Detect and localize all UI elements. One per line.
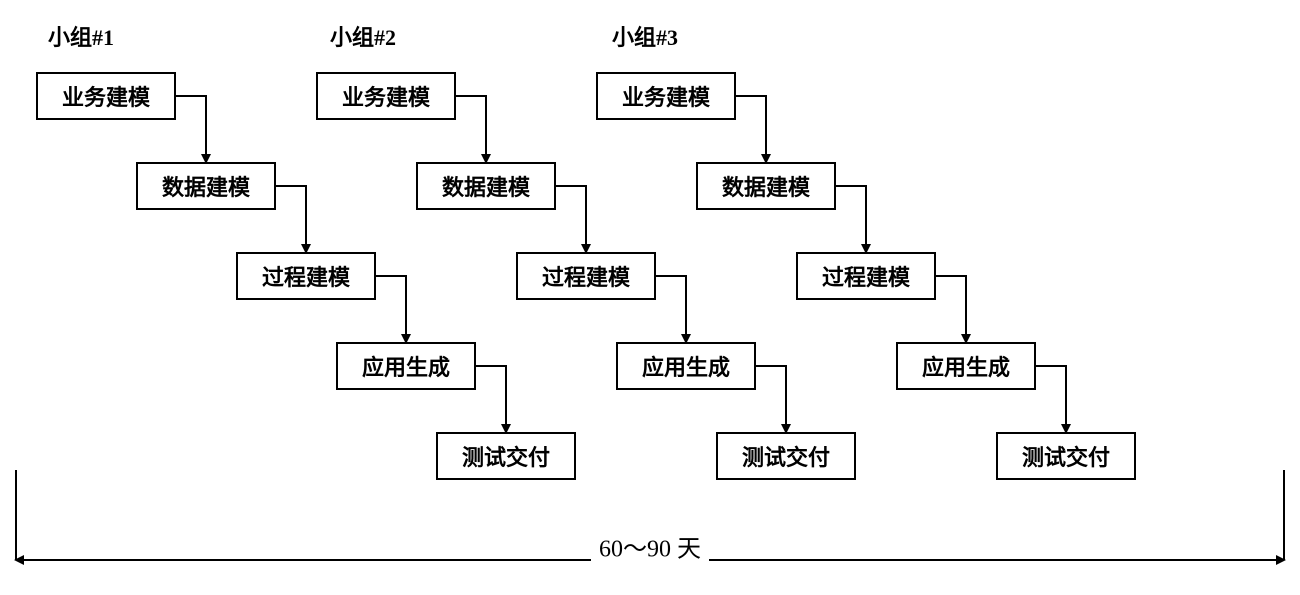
flow-node-g3-step5: 测试交付 <box>996 432 1136 480</box>
flow-node-g1-step3: 过程建模 <box>236 252 376 300</box>
connector-g1-3 <box>476 366 506 432</box>
flow-node-g1-step1: 业务建模 <box>36 72 176 120</box>
flow-node-g1-step5: 测试交付 <box>436 432 576 480</box>
flow-node-g2-step5: 测试交付 <box>716 432 856 480</box>
flow-node-g3-step2: 数据建模 <box>696 162 836 210</box>
flow-node-label: 应用生成 <box>642 350 730 382</box>
connector-g3-0 <box>736 96 766 162</box>
flow-node-g1-step4: 应用生成 <box>336 342 476 390</box>
flow-node-label: 测试交付 <box>742 440 830 472</box>
flow-node-label: 数据建模 <box>162 170 250 202</box>
connector-g2-2 <box>656 276 686 342</box>
group-label-text: 小组#3 <box>612 25 678 50</box>
flow-node-g2-step3: 过程建模 <box>516 252 656 300</box>
group-label-text: 小组#1 <box>48 25 114 50</box>
flow-node-label: 测试交付 <box>1022 440 1110 472</box>
flow-node-g3-step4: 应用生成 <box>896 342 1036 390</box>
flow-node-g3-step1: 业务建模 <box>596 72 736 120</box>
connector-g3-1 <box>836 186 866 252</box>
group-label-g1: 小组#1 <box>48 20 114 52</box>
flow-node-g2-step2: 数据建模 <box>416 162 556 210</box>
flow-node-g2-step4: 应用生成 <box>616 342 756 390</box>
connector-g1-2 <box>376 276 406 342</box>
group-label-g3: 小组#3 <box>612 20 678 52</box>
diagram-canvas: 小组#1 业务建模数据建模过程建模应用生成测试交付 小组#2 业务建模数据建模过程建模… <box>0 0 1300 595</box>
flow-node-label: 业务建模 <box>62 80 150 112</box>
connector-g2-0 <box>456 96 486 162</box>
connector-g2-1 <box>556 186 586 252</box>
connector-g2-3 <box>756 366 786 432</box>
group-label-text: 小组#2 <box>330 25 396 50</box>
flow-node-label: 业务建模 <box>622 80 710 112</box>
flow-node-label: 过程建模 <box>542 260 630 292</box>
flow-node-label: 数据建模 <box>442 170 530 202</box>
flow-node-label: 数据建模 <box>722 170 810 202</box>
connector-g3-3 <box>1036 366 1066 432</box>
flow-node-label: 过程建模 <box>822 260 910 292</box>
group-label-g2: 小组#2 <box>330 20 396 52</box>
flow-node-label: 过程建模 <box>262 260 350 292</box>
connector-g1-1 <box>276 186 306 252</box>
flow-node-g1-step2: 数据建模 <box>136 162 276 210</box>
connector-g3-2 <box>936 276 966 342</box>
flow-node-g3-step3: 过程建模 <box>796 252 936 300</box>
flow-node-g2-step1: 业务建模 <box>316 72 456 120</box>
connector-g1-0 <box>176 96 206 162</box>
timeline-label: 60～90 天 <box>591 529 709 564</box>
flow-node-label: 应用生成 <box>922 350 1010 382</box>
flow-node-label: 业务建模 <box>342 80 430 112</box>
flow-node-label: 测试交付 <box>462 440 550 472</box>
flow-node-label: 应用生成 <box>362 350 450 382</box>
